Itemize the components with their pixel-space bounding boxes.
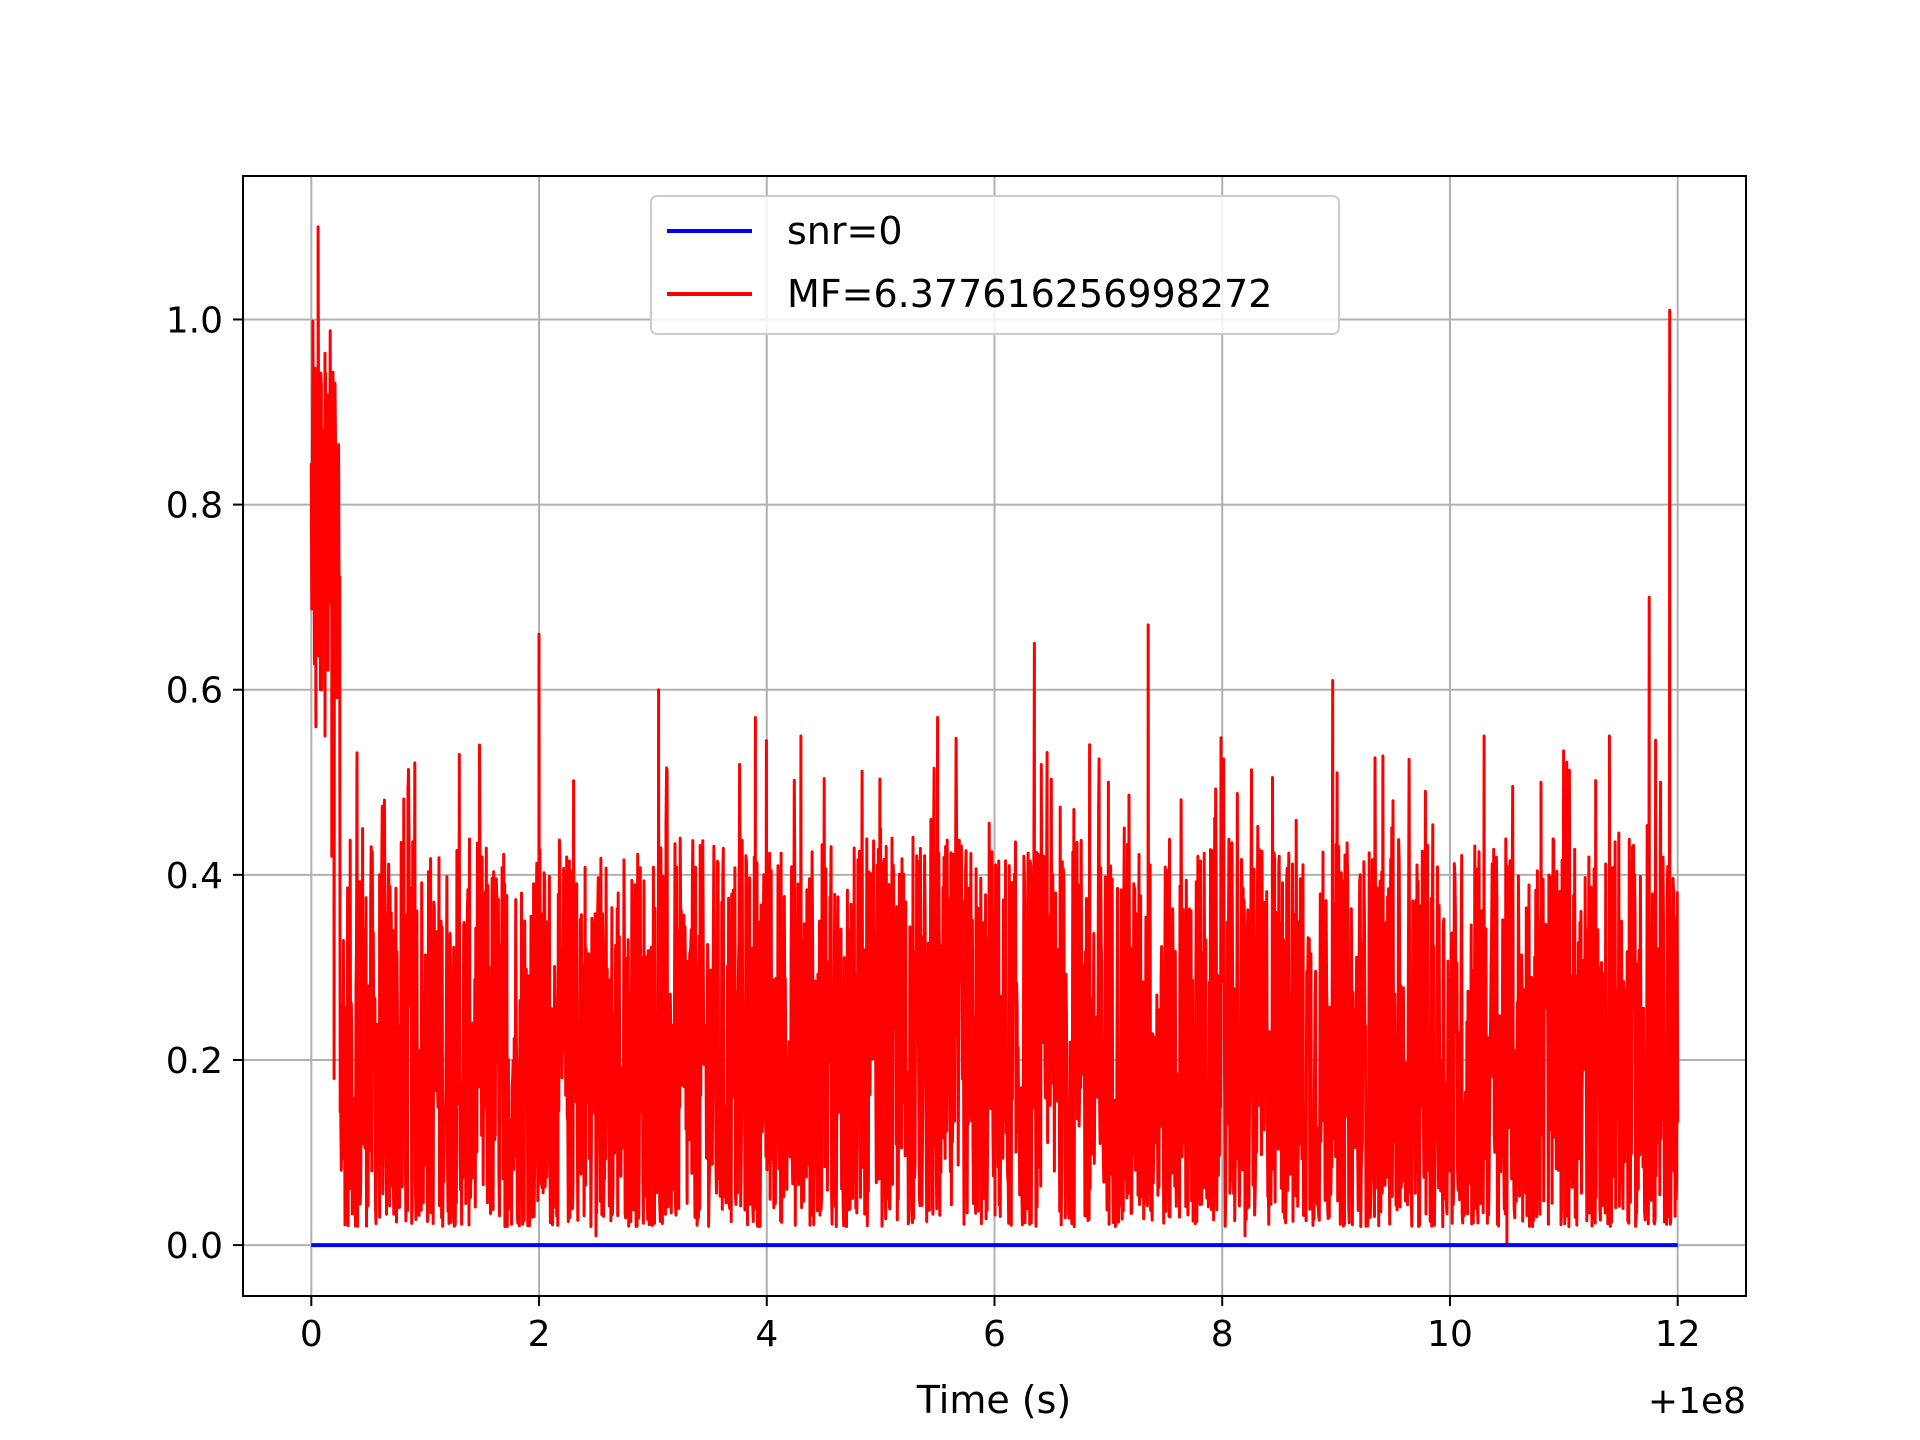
legend-label-snr: snr=0 [787, 209, 903, 253]
x-tick-label: 4 [755, 1314, 778, 1355]
x-axis-label: Time (s) [916, 1378, 1072, 1422]
y-tick-label: 0.6 [166, 671, 223, 712]
legend: snr=0 MF=6.377616256998272 [650, 195, 1340, 335]
y-tick-label: 0.2 [166, 1041, 223, 1082]
series-line-mf [309, 225, 1680, 1247]
y-tick-label: 0.4 [166, 856, 223, 897]
y-tick-label: 0.0 [166, 1226, 223, 1267]
x-tick-label: 10 [1427, 1314, 1473, 1355]
series-layer [309, 225, 1680, 1248]
y-tick-label: 0.8 [166, 486, 223, 527]
x-offset-label: +1e8 [1648, 1381, 1746, 1422]
x-tick-label: 0 [300, 1314, 323, 1355]
x-tick-label: 2 [528, 1314, 551, 1355]
x-tick-label: 8 [1211, 1314, 1234, 1355]
legend-label-mf: MF=6.377616256998272 [787, 272, 1272, 316]
x-tick-label: 6 [983, 1314, 1006, 1355]
legend-box [650, 195, 1340, 335]
ticks: 0 2 4 6 8 10 12 0.0 0.2 0.4 0.6 0.8 1.0 [166, 300, 1701, 1355]
x-tick-label: 12 [1655, 1314, 1701, 1355]
y-tick-label: 1.0 [166, 300, 223, 341]
